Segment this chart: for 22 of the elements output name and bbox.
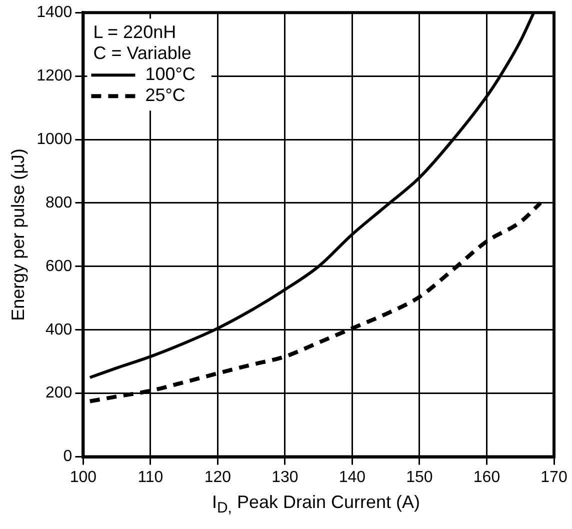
y-tick-label: 0 (63, 448, 72, 466)
legend-label: 25°C (145, 85, 186, 106)
y-tick-label: 600 (45, 258, 72, 275)
x-tick-label: 170 (540, 468, 568, 486)
x-tick-label: 150 (406, 468, 433, 486)
y-tick-label: 1000 (36, 130, 72, 148)
x-axis-title: I$_{D,}$ Peak Drain Current (A) (210, 492, 422, 517)
y-tick-label: 200 (45, 384, 72, 402)
x-tick-label: 130 (272, 468, 298, 486)
y-tick-label: 800 (45, 194, 72, 212)
y-tick-label: 1200 (36, 67, 72, 84)
y-axis-title: Energy per pulse (µJ) (8, 148, 28, 321)
legend-label: 100°C (145, 64, 196, 84)
annotation: C = Variable (93, 43, 192, 64)
x-tick-label: 160 (473, 468, 500, 486)
x-tick-label: 100 (70, 468, 97, 486)
y-tick-label: 400 (45, 321, 72, 338)
y-tick-label: 1400 (36, 4, 72, 22)
x-tick-label: 140 (338, 468, 366, 486)
x-tick-label: 110 (138, 468, 164, 486)
x-tick-label: 120 (204, 468, 232, 486)
annotation: L = 220nH (93, 22, 176, 42)
